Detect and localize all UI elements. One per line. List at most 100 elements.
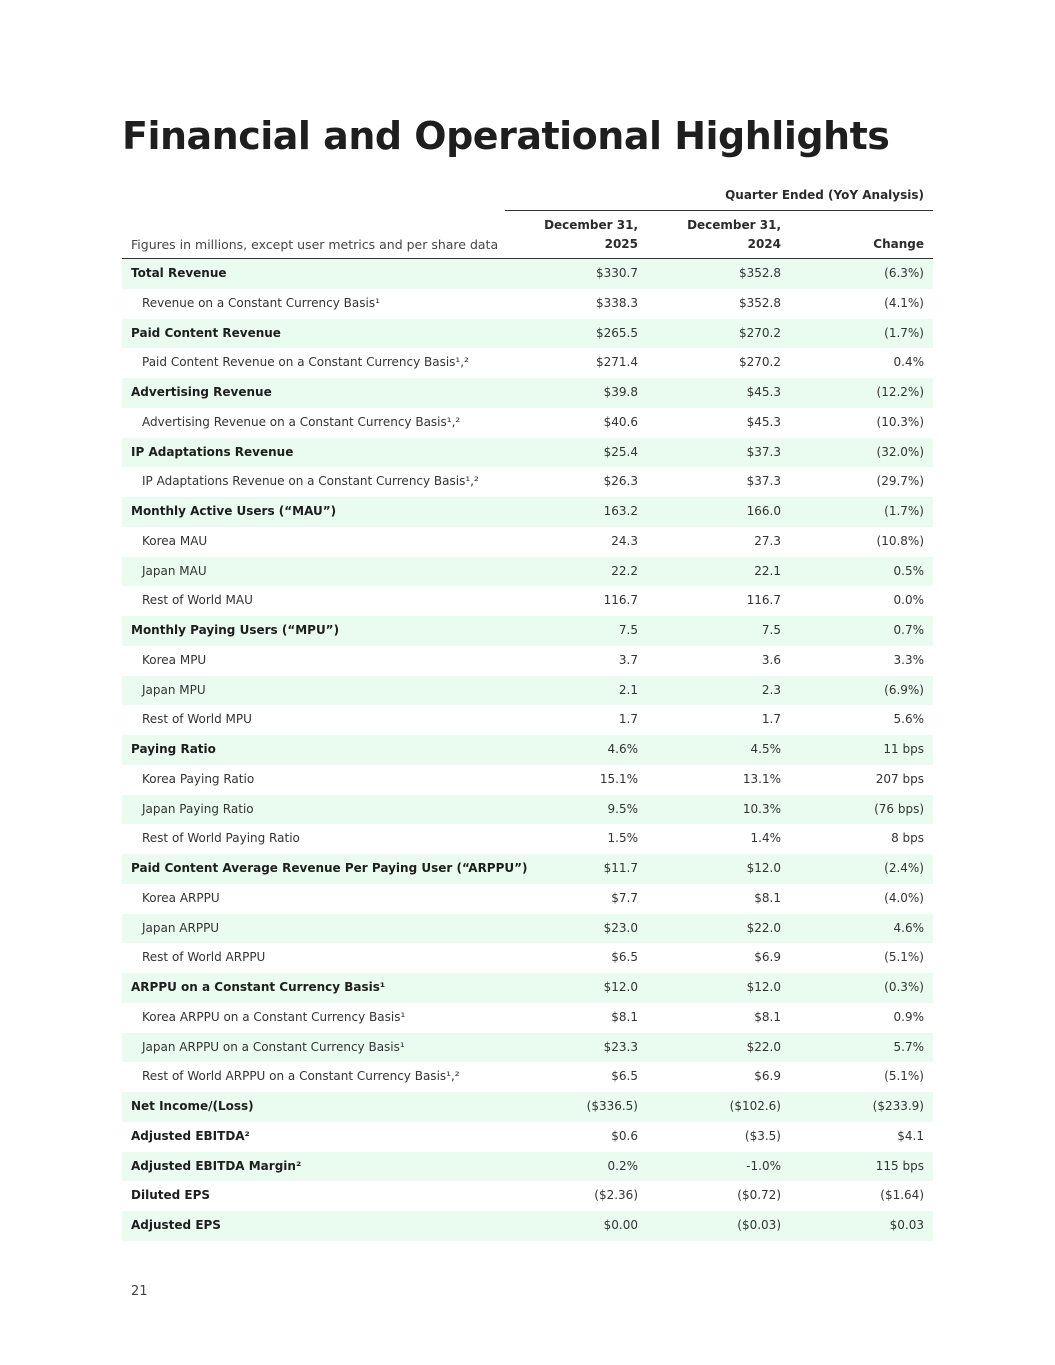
cell-value: ($102.6) (729, 1099, 781, 1113)
cell-value: $37.3 (746, 444, 781, 459)
table-row: Japan MAU 22.2 22.1 0.5% (122, 556, 933, 587)
cell-value: ($1.64) (880, 1188, 924, 1203)
table-row: Net Income/(Loss) ($336.5) ($102.6) ($233.9… (122, 1092, 933, 1122)
cell-value: 15.1% (599, 771, 638, 786)
cell-value: 163.2 (603, 504, 638, 518)
table-row: Japan MPU 2.1 2.3 (6.9%) (122, 675, 933, 706)
cell-value: 1.5% (607, 831, 639, 846)
row-label: Paying Ratio (131, 742, 216, 756)
column-header: 2024 (747, 237, 781, 251)
cell-value: (1.7%) (884, 504, 924, 518)
cell-value: 4.5% (750, 742, 782, 756)
cell-value: (29.7%) (876, 474, 924, 489)
row-label: Korea ARPPU (142, 890, 220, 905)
cell-value: ($336.5) (586, 1099, 638, 1113)
page-title: Financial and Operational Highlights (122, 114, 890, 158)
cell-value: $6.9 (754, 950, 781, 965)
row-label: IP Adaptations Revenue on a Constant Cur… (142, 474, 479, 489)
cell-value: 115 bps (875, 1158, 924, 1173)
cell-value: $12.0 (603, 980, 638, 994)
row-label: Paid Content Revenue (131, 325, 281, 340)
column-header: Change (873, 237, 924, 251)
cell-value: $352.8 (739, 295, 781, 310)
cell-value: $271.4 (596, 355, 638, 370)
rule (505, 210, 933, 211)
cell-value: $39.8 (603, 385, 638, 399)
cell-value: (4.0%) (884, 890, 924, 905)
cell-value: $270.2 (739, 325, 781, 340)
cell-value: $7.7 (611, 890, 638, 905)
cell-value: 5.7% (893, 1039, 925, 1054)
cell-value: (6.9%) (884, 682, 924, 697)
table-row: Korea Paying Ratio 15.1% 13.1% 207 bps (122, 765, 933, 795)
cell-value: 13.1% (742, 771, 781, 786)
cell-value: 8 bps (891, 831, 924, 846)
table-row: Paid Content Average Revenue Per Paying … (122, 854, 933, 884)
cell-value: (2.4%) (884, 861, 924, 875)
table-row: Korea MPU 3.7 3.6 3.3% (122, 646, 933, 676)
cell-value: (76 bps) (874, 801, 924, 816)
cell-value: -1.0% (746, 1158, 781, 1173)
cell-value: (0.3%) (884, 980, 924, 994)
row-label: Korea ARPPU on a Constant Currency Basis… (142, 1009, 406, 1024)
cell-value: $12.0 (746, 980, 781, 994)
page-number: 21 (131, 1284, 148, 1299)
cell-value: (32.0%) (876, 444, 924, 459)
table-row: Revenue on a Constant Currency Basis¹ $33… (122, 289, 933, 319)
row-label: Japan ARPPU on a Constant Currency Basis… (142, 1039, 405, 1054)
row-label: Korea MAU (142, 533, 208, 548)
table-row: Adjusted EBITDA² $0.6 ($3.5) $4.1 (122, 1122, 933, 1152)
cell-value: 7.5 (761, 623, 781, 637)
cell-value: 24.3 (611, 533, 638, 548)
cell-value: $22.0 (746, 920, 781, 935)
row-label: ARPPU on a Constant Currency Basis¹ (131, 980, 386, 994)
row-label: Total Revenue (131, 266, 227, 280)
row-label: Monthly Active Users (“MAU”) (131, 504, 337, 518)
table-row: Japan Paying Ratio 9.5% 10.3% (76 bps) (122, 794, 933, 825)
cell-value: 0.2% (607, 1158, 639, 1173)
row-label: IP Adaptations Revenue (131, 444, 294, 459)
cell-value: 5.6% (893, 712, 925, 727)
cell-value: $45.3 (746, 414, 781, 429)
cell-value: 0.4% (893, 355, 925, 370)
cell-value: 1.4% (750, 831, 782, 846)
row-label: Monthly Paying Users (“MPU”) (131, 623, 340, 637)
cell-value: $8.1 (611, 1009, 638, 1024)
row-label: Japan MPU (142, 682, 206, 697)
row-label: Rest of World MAU (142, 593, 253, 608)
cell-value: 207 bps (875, 771, 924, 786)
cell-value: ($233.9) (872, 1099, 924, 1113)
table-row: Paid Content Revenue on a Constant Curre… (122, 348, 933, 378)
row-label: Revenue on a Constant Currency Basis¹ (142, 295, 380, 310)
row-label: Korea MPU (142, 652, 207, 667)
cell-value: $25.4 (603, 444, 638, 459)
cell-value: $330.7 (596, 266, 638, 280)
table-row: Japan ARPPU on a Constant Currency Basis… (122, 1032, 933, 1063)
table-row: Total Revenue $330.7 $352.8 (6.3%) (122, 259, 933, 289)
row-label: Advertising Revenue (131, 385, 272, 399)
cell-value: 2.1 (618, 682, 638, 697)
table-row: Monthly Active Users (“MAU”) 163.2 166.0 (1… (122, 497, 933, 527)
cell-value: $0.6 (611, 1128, 638, 1143)
cell-value: $11.7 (603, 861, 638, 875)
cell-value: 0.5% (893, 563, 925, 578)
cell-value: 22.2 (611, 563, 638, 578)
cell-value: $37.3 (746, 474, 781, 489)
table-row: Rest of World MPU 1.7 1.7 5.6% (122, 705, 933, 735)
cell-value: $8.1 (754, 890, 781, 905)
table-row: IP Adaptations Revenue on a Constant Cur… (122, 467, 933, 497)
table-row: Korea MAU 24.3 27.3 (10.8%) (122, 527, 933, 557)
cell-value: (5.1%) (884, 950, 924, 965)
cell-value: $6.5 (611, 1069, 638, 1084)
cell-value: $22.0 (746, 1039, 781, 1054)
cell-value: 10.3% (742, 801, 781, 816)
row-label: Japan ARPPU (142, 920, 220, 935)
cell-value: (1.7%) (884, 325, 924, 340)
table-row: Rest of World ARPPU $6.5 $6.9 (5.1%) (122, 943, 933, 973)
cell-value: $26.3 (603, 474, 638, 489)
table-row: Paid Content Revenue $265.5 $270.2 (1.7%) (122, 318, 933, 349)
table-row: Rest of World MAU 116.7 116.7 0.0% (122, 586, 933, 616)
table-row: Adjusted EBITDA Margin² 0.2% -1.0% 115 bps (122, 1151, 933, 1182)
row-label: Adjusted EBITDA² (131, 1128, 250, 1143)
